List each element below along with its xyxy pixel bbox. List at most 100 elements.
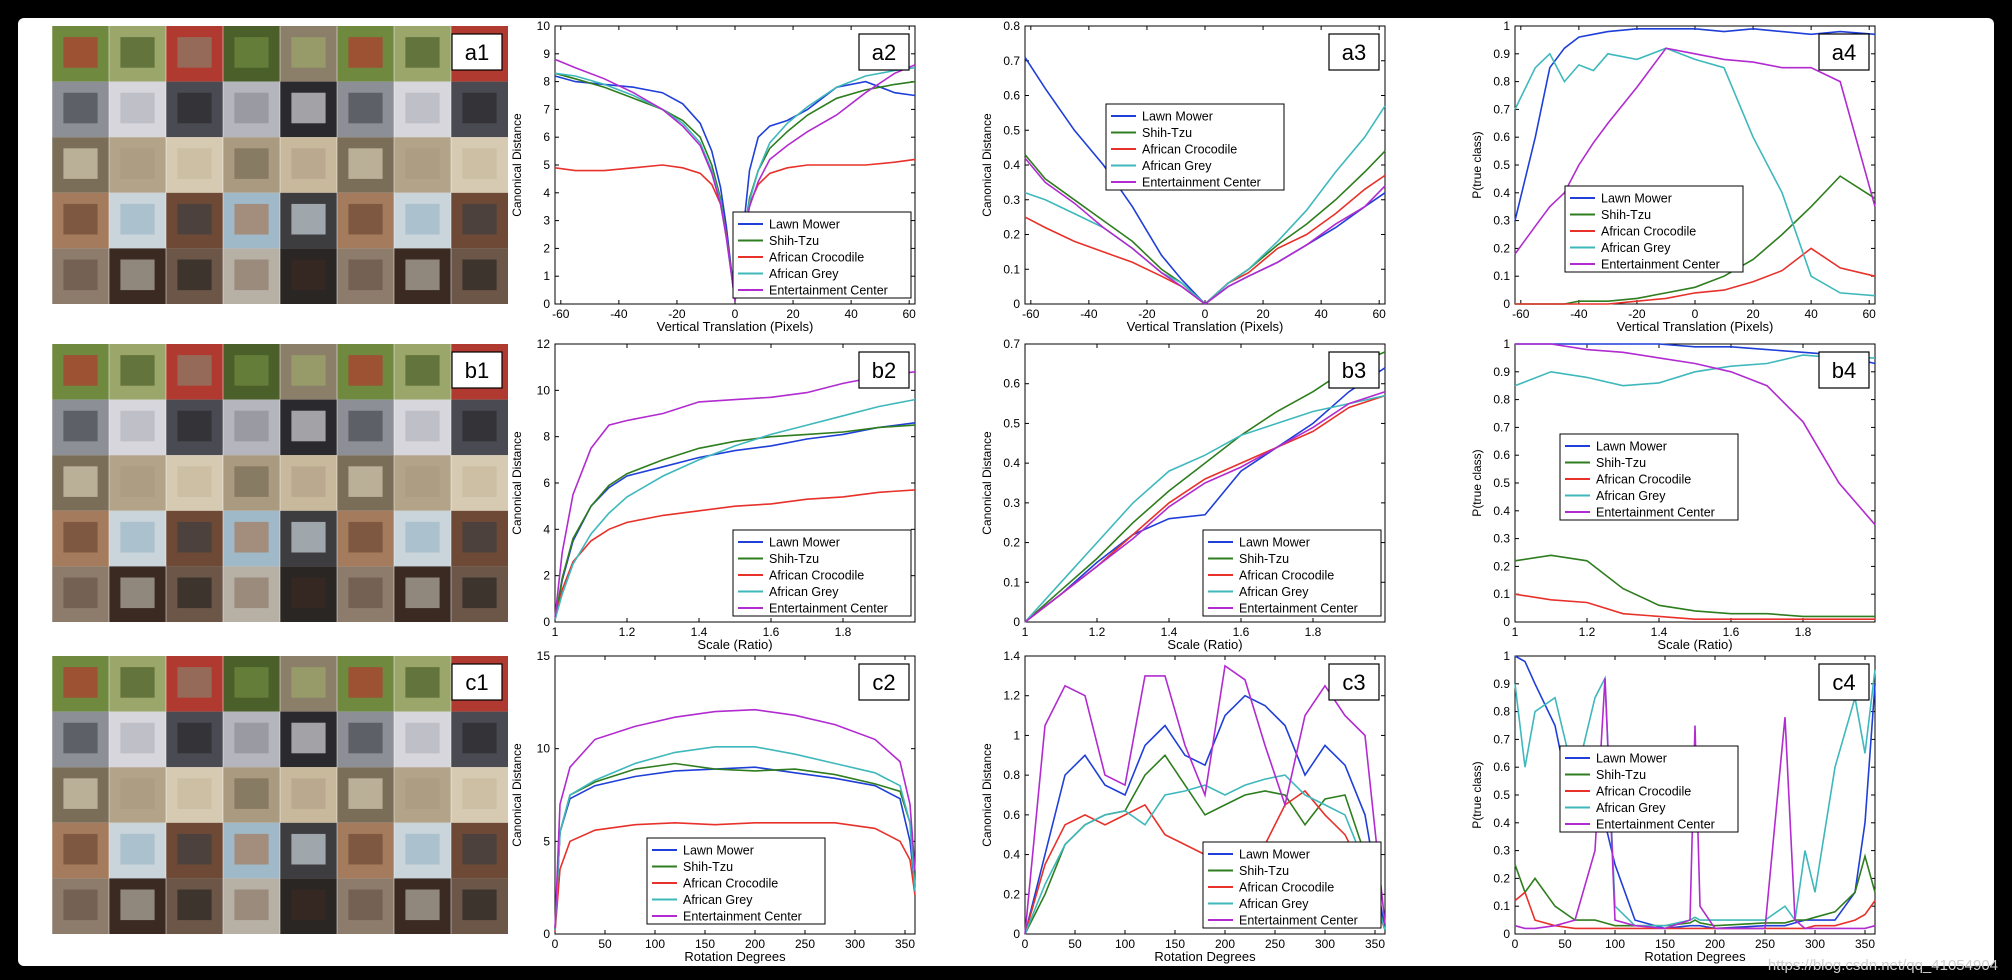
legend-box [1105,103,1285,191]
thumbnail-croc-subject [348,778,383,809]
y-tick-label: 0.4 [1493,186,1510,200]
series-line-shih-tzu [1024,351,1386,623]
thumbnail-lawn-subject [291,37,326,68]
y-tick-label: 3 [543,214,550,228]
legend-label: Entertainment Center [1239,602,1358,616]
x-tick-label: 40 [1804,307,1818,321]
y-tick-label: 8 [543,75,550,89]
x-tick-label: -20 [1628,307,1646,321]
series-line-entertainment-center [554,58,916,302]
watermark: https://blog.csdn.net/qq_41054904 [1767,957,1998,974]
y-tick-label: 0.4 [1003,848,1020,862]
x-tick-label: 300 [845,937,865,951]
x-tick-label: 350 [1365,937,1385,951]
thumbnail-tv-subject [234,577,269,609]
x-tick-label: 60 [903,307,917,321]
x-tick-label: 1.4 [1651,625,1668,639]
thumbnail-tv-subject [348,889,383,921]
y-tick-label: 0.9 [1493,47,1510,61]
x-tick-label: 0 [1512,937,1519,951]
y-axis-label: Canonical Distance [510,113,524,217]
panel-label-b1: b1 [465,358,489,383]
legend-label: Shih-Tzu [769,234,819,248]
thumbnail-dog-subject [63,92,98,124]
panel-label-box [1818,33,1870,71]
x-axis-label: Vertical Translation (Pixels) [1127,319,1284,334]
series-line-african-grey [1024,394,1386,623]
legend-label: Shih-Tzu [1596,456,1646,470]
chart-c2: 0 50 100 150 200 250 300 350 0 5 10 15 Rotation Degr… [510,649,916,964]
legend-label: Shih-Tzu [1142,126,1192,140]
y-axis-label: Canonical Distance [980,113,994,217]
image-grid-b1: b1 [51,344,508,622]
thumbnail-lawn-subject [120,37,155,68]
y-tick-label: 0.5 [1003,416,1020,430]
x-tick-label: 100 [1115,937,1135,951]
legend-label: African Grey [1596,801,1666,815]
thumbnail-croc-subject [63,466,98,497]
thumbnail-lawn-subject [234,355,269,386]
thumbnail-croc-subject [291,778,326,809]
x-tick-label: 1.8 [1305,625,1322,639]
thumbnail-parrot-subject [177,833,212,865]
y-tick-label: 0.7 [1493,420,1510,434]
legend-label: Lawn Mower [1601,192,1672,206]
y-tick-label: 6 [543,130,550,144]
thumbnail-lawn-subject [405,667,440,698]
chart-c4: 0 50 100 150 200 250 300 350 0 0.1 0.2 0.3 0.4 0.5 0.6… [1470,649,1876,964]
x-tick-label: 40 [844,307,858,321]
y-tick-label: 0.1 [1493,587,1510,601]
y-tick-label: 0.6 [1003,808,1020,822]
thumbnail-tv-subject [63,889,98,921]
legend-label: Entertainment Center [683,910,802,924]
legend-label: Shih-Tzu [769,552,819,566]
y-tick-label: 5 [543,158,550,172]
legend-label: African Grey [1239,897,1309,911]
legend-label: Shih-Tzu [1596,768,1646,782]
thumbnail-parrot-subject [291,203,326,235]
legend-label: African Crocodile [1596,473,1691,487]
panel-label-a1: a1 [465,40,489,65]
legend-label: African Crocodile [1239,881,1334,895]
y-tick-label: 1 [1503,649,1510,663]
y-tick-label: 0.3 [1493,214,1510,228]
thumbnail-dog-subject [348,92,383,124]
chart-c3: 0 50 100 150 200 250 300 350 0 0.2 0.4 0.6 0.8 1 1.2 1.… [980,649,1386,964]
y-tick-label: 0.2 [1493,871,1510,885]
x-tick-label: 150 [695,937,715,951]
thumbnail-dog-subject [234,410,269,442]
legend-label: African Grey [1142,159,1212,173]
x-tick-label: 300 [1315,937,1335,951]
x-tick-label: 1.4 [1161,625,1178,639]
thumbnail-lawn-subject [234,37,269,68]
y-tick-label: 9 [543,47,550,61]
legend-box [732,211,912,299]
y-tick-label: 0.1 [1003,575,1020,589]
y-axis-label: Canonical Distance [510,743,524,847]
y-tick-label: 0.6 [1003,377,1020,391]
x-axis-label: Rotation Degrees [1154,949,1256,964]
legend-label: Entertainment Center [1239,914,1358,928]
y-tick-label: 0.6 [1493,448,1510,462]
legend-label: Shih-Tzu [1601,208,1651,222]
thumbnail-parrot-subject [177,203,212,235]
panel-label-box [858,351,910,389]
thumbnail-tv-subject [63,259,98,291]
thumbnail-parrot-subject [462,521,497,553]
series-line-lawn-mower [1515,343,1876,365]
legend: Lawn Mower Shih-Tzu African Crocodile Afric… [732,529,912,617]
x-tick-label: -20 [1138,307,1156,321]
y-tick-label: 0.8 [1493,75,1510,89]
x-tick-label: 1.2 [619,625,636,639]
series-line-entertainment-center [1024,664,1386,935]
thumbnail-croc-subject [405,778,440,809]
thumbnail-parrot-subject [234,833,269,865]
thumbnail-croc-subject [348,148,383,179]
y-tick-label: 0.1 [1003,262,1020,276]
thumbnail-dog-subject [405,92,440,124]
thumbnail-croc-subject [234,778,269,809]
y-tick-label: 0 [543,297,550,311]
thumbnail-parrot-subject [63,521,98,553]
thumbnail-tv-subject [177,577,212,609]
y-tick-label: 0.8 [1493,705,1510,719]
